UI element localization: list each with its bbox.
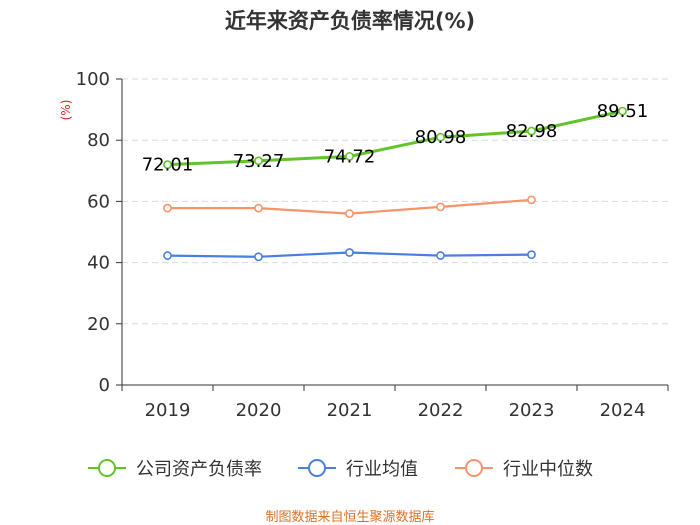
data-point bbox=[436, 132, 445, 142]
legend-marker-icon bbox=[98, 459, 116, 477]
y-tick-label: 80 bbox=[87, 130, 110, 151]
data-point bbox=[436, 202, 445, 212]
data-point bbox=[527, 195, 536, 205]
y-tick-label: 0 bbox=[99, 375, 110, 396]
x-tick-label: 2021 bbox=[327, 400, 373, 421]
y-axis-unit: (%) bbox=[59, 100, 73, 121]
data-point bbox=[345, 151, 354, 161]
axis-layer: 0 20 40 60 80 100 2019 2020 2021 2022 2023 2024 bbox=[76, 69, 669, 421]
legend-label: 公司资产负债率 bbox=[136, 459, 262, 480]
source-note: 制图数据来自恒生聚源数据库 bbox=[265, 509, 434, 525]
legend: 公司资产负债率 行业均值 行业中位数 bbox=[88, 459, 593, 480]
data-label: 89.51 bbox=[597, 101, 649, 122]
data-point bbox=[618, 106, 627, 116]
legend-marker-icon bbox=[465, 459, 483, 477]
series-line bbox=[167, 109, 623, 167]
y-tick-label: 100 bbox=[76, 69, 110, 90]
data-point bbox=[527, 126, 536, 136]
legend-marker-icon bbox=[308, 459, 326, 477]
data-label: 72.01 bbox=[142, 155, 194, 176]
y-tick-label: 40 bbox=[87, 253, 110, 274]
x-tick-label: 2019 bbox=[145, 400, 191, 421]
x-tick-label: 2024 bbox=[600, 400, 646, 421]
series-layer bbox=[163, 106, 627, 262]
data-point bbox=[345, 248, 354, 257]
data-point bbox=[527, 250, 536, 260]
data-point bbox=[163, 203, 172, 213]
data-point bbox=[254, 252, 263, 262]
data-label: 80.98 bbox=[415, 127, 467, 148]
data-label: 74.72 bbox=[324, 146, 376, 167]
y-tick-label: 20 bbox=[87, 314, 110, 335]
grid-layer bbox=[122, 78, 668, 325]
chart-title: 近年来资产负债率情况(%) bbox=[225, 9, 475, 33]
data-label: 73.27 bbox=[233, 151, 285, 172]
data-label-layer: 72.01 73.27 74.72 80.98 82.98 89.51 bbox=[142, 101, 649, 176]
x-tick-label: 2020 bbox=[236, 400, 282, 421]
data-point bbox=[254, 156, 263, 166]
x-tick-label: 2022 bbox=[418, 400, 464, 421]
y-tick-label: 60 bbox=[87, 191, 110, 212]
data-label: 82.98 bbox=[506, 121, 558, 142]
data-point bbox=[163, 251, 172, 260]
data-point bbox=[254, 203, 263, 213]
data-point bbox=[345, 209, 354, 219]
legend-label: 行业中位数 bbox=[503, 459, 593, 480]
x-tick-label: 2023 bbox=[509, 400, 555, 421]
legend-label: 行业均值 bbox=[346, 459, 418, 480]
data-point bbox=[163, 160, 172, 170]
data-point bbox=[436, 251, 445, 260]
